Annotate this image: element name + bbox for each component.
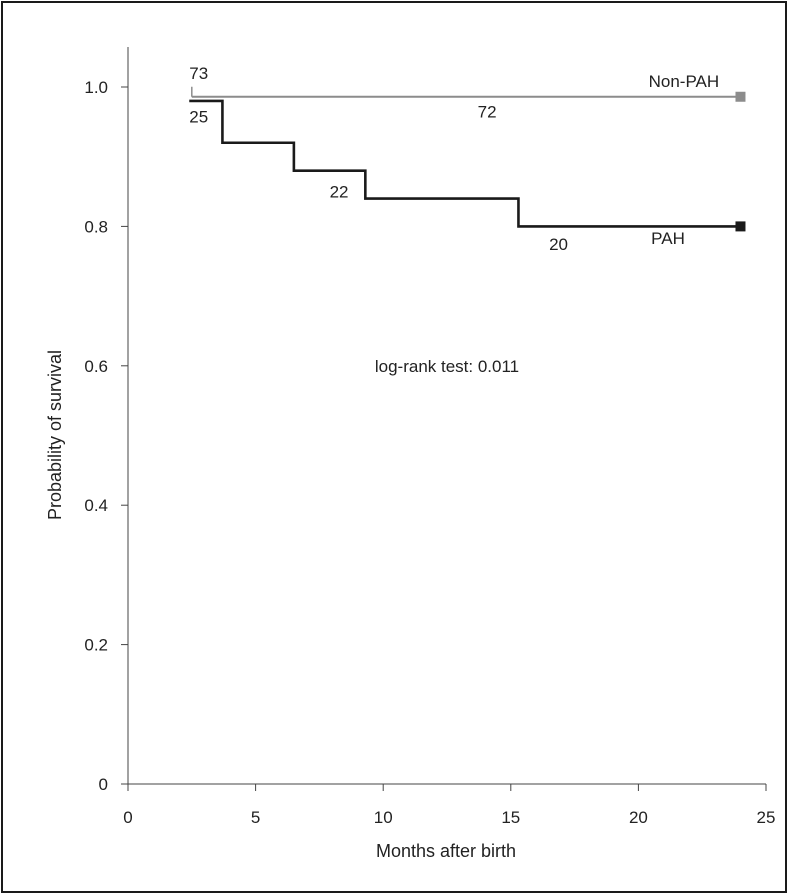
y-axis-title: Probability of survival xyxy=(45,350,65,520)
x-axis-title: Months after birth xyxy=(376,841,516,861)
non-pah-at-risk-count: 72 xyxy=(478,102,497,121)
y-tick-label: 0.2 xyxy=(84,636,108,655)
label-layer: 73 72 25 22 20 Non-PAH PAH log-rank test: 0.011 xyxy=(189,64,719,376)
log-rank-annotation: log-rank test: 0.011 xyxy=(375,357,519,376)
non-pah-end-marker xyxy=(735,91,746,102)
series-layer xyxy=(189,86,746,232)
pah-at-risk-count: 25 xyxy=(189,107,208,126)
pah-end-marker xyxy=(735,221,746,232)
x-tick-label: 20 xyxy=(629,808,648,827)
axes: 0 0.2 0.4 0.6 0.8 1.0 0 5 10 15 20 25 xyxy=(84,47,775,827)
y-tick-label: 1.0 xyxy=(84,78,108,97)
y-tick-label: 0.6 xyxy=(84,357,108,376)
x-tick-label: 25 xyxy=(757,808,776,827)
x-tick-label: 5 xyxy=(251,808,260,827)
y-tick-label: 0.4 xyxy=(84,496,108,515)
series-label: PAH xyxy=(651,229,685,248)
non-pah-at-risk-count: 73 xyxy=(189,64,208,83)
x-tick-label: 0 xyxy=(123,808,132,827)
pah-at-risk-count: 22 xyxy=(330,183,349,202)
x-tick-label: 15 xyxy=(501,808,520,827)
pah-at-risk-count: 20 xyxy=(549,235,568,254)
series-label: Non-PAH xyxy=(649,72,720,91)
y-tick-label: 0 xyxy=(99,775,108,794)
x-tick-label: 10 xyxy=(374,808,393,827)
pah-curve xyxy=(189,99,741,228)
y-tick-label: 0.8 xyxy=(84,217,108,236)
